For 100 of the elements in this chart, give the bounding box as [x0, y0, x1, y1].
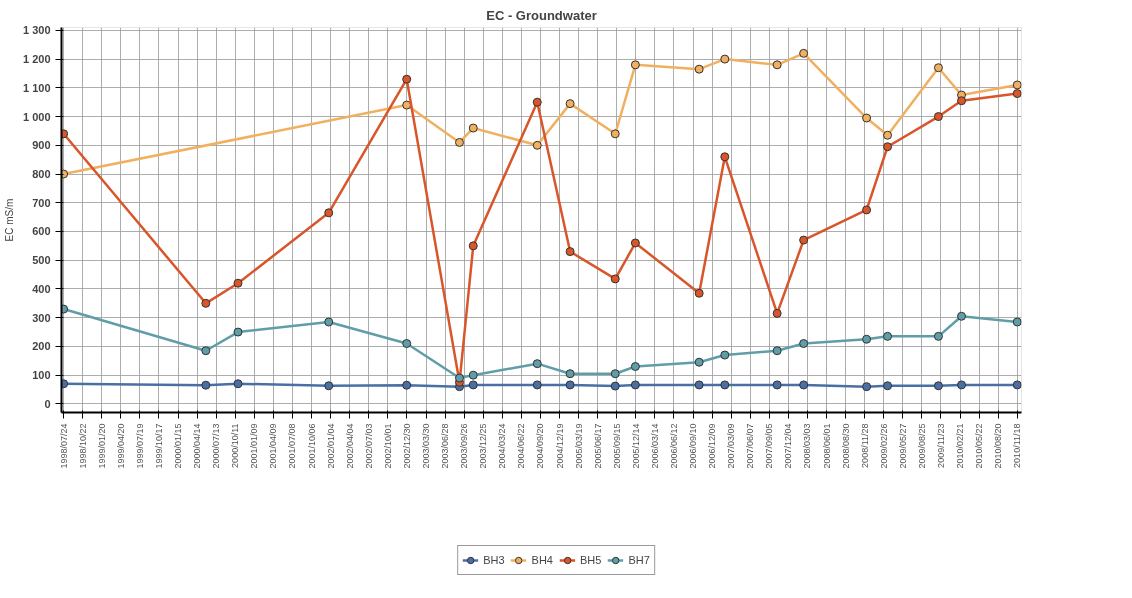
x-tick-label: 2004/06/22 [516, 423, 527, 469]
point [799, 48, 809, 58]
point [862, 113, 872, 123]
point [324, 317, 334, 327]
x-tick-label: 2009/05/27 [897, 423, 908, 469]
point [1012, 317, 1022, 327]
point [694, 380, 704, 390]
y-tick-label: 1 300 [22, 24, 51, 37]
y-tick-label: 800 [32, 168, 51, 181]
x-tick-label: 2006/06/12 [668, 423, 679, 469]
y-tick-label: 300 [32, 311, 51, 324]
y-tick-label: 100 [32, 369, 51, 382]
x-tick-label: 2003/06/28 [440, 423, 451, 469]
point [565, 99, 575, 109]
point [610, 129, 620, 139]
point [630, 60, 640, 70]
x-tick-label: 2007/03/09 [726, 423, 737, 469]
y-tick-label: 1 000 [22, 110, 51, 123]
x-tick-label: 2003/12/25 [478, 423, 489, 469]
point [630, 238, 640, 248]
point [957, 311, 967, 321]
y-tick-label: 900 [32, 139, 51, 152]
x-tick-label: 1999/04/20 [115, 423, 126, 469]
point [402, 380, 412, 390]
x-tick-label: 2009/02/26 [878, 423, 889, 469]
point [720, 54, 730, 64]
x-tick-label: 1998/07/24 [58, 423, 69, 469]
point [862, 382, 872, 392]
x-tick-label: 2000/01/15 [173, 423, 184, 469]
x-tick-label: 2007/09/05 [764, 423, 775, 469]
x-tick-label: 2008/11/28 [859, 423, 870, 468]
point [324, 381, 334, 391]
point [799, 380, 809, 390]
x-tick-label: 2006/09/10 [688, 423, 699, 469]
x-tick-label: 2006/12/09 [707, 423, 718, 469]
point [1012, 80, 1022, 90]
point [883, 142, 893, 152]
point [532, 140, 542, 150]
x-tick-label: 2000/07/13 [211, 423, 222, 469]
point [957, 96, 967, 106]
point [772, 60, 782, 70]
point [772, 380, 782, 390]
point [720, 380, 730, 390]
x-tick-label: 2010/08/20 [993, 423, 1004, 469]
point [933, 112, 943, 122]
point [1012, 89, 1022, 99]
point [201, 346, 211, 356]
x-tick-label: 1999/07/19 [134, 423, 145, 469]
x-tick-label: 2001/01/09 [249, 423, 260, 469]
point [694, 288, 704, 298]
point [324, 208, 334, 218]
x-tick-label: 2002/10/01 [382, 423, 393, 469]
point [454, 137, 464, 147]
point [772, 346, 782, 356]
x-tick-label: 2004/09/20 [535, 423, 546, 469]
y-tick-label: 1 100 [22, 81, 51, 94]
x-tick-label: 2010/05/22 [974, 423, 985, 469]
point [468, 241, 478, 251]
point [233, 379, 243, 389]
point [468, 123, 478, 133]
point [720, 350, 730, 360]
point [933, 381, 943, 391]
point [799, 339, 809, 349]
point [957, 380, 967, 390]
y-tick-label: 200 [32, 340, 51, 353]
x-tick-label: 2001/04/09 [268, 423, 279, 469]
x-tick-label: 2009/11/23 [935, 423, 946, 468]
point [630, 362, 640, 372]
x-tick-label: 2005/12/14 [630, 423, 641, 469]
y-tick-label: 500 [32, 254, 51, 267]
x-tick-label: 2005/09/15 [611, 423, 622, 469]
x-tick-label: 2005/06/17 [592, 423, 603, 469]
point [933, 331, 943, 341]
point [565, 247, 575, 257]
point [862, 334, 872, 344]
x-tick-label: 2000/10/11 [230, 423, 241, 468]
x-tick-label: 2003/03/30 [421, 423, 431, 469]
x-tick-label: 1999/01/20 [96, 423, 107, 469]
x-tick-label: 2001/07/08 [287, 423, 298, 469]
x-tick-label: 2009/08/25 [916, 423, 927, 469]
point [233, 327, 243, 337]
y-tick-label: 700 [32, 196, 51, 209]
point [201, 298, 211, 308]
x-tick-label: 2002/12/30 [401, 423, 412, 469]
point [694, 64, 704, 74]
point [772, 308, 782, 318]
point [883, 381, 893, 391]
point [862, 205, 872, 215]
point [565, 380, 575, 390]
x-tick-label: 2000/04/14 [192, 423, 203, 469]
x-tick-label: 2005/03/19 [573, 423, 584, 469]
x-tick-label: 2007/06/07 [745, 423, 756, 469]
x-tick-label: 1999/10/17 [153, 423, 164, 469]
point [883, 130, 893, 140]
point [720, 152, 730, 162]
point [233, 278, 243, 288]
x-tick-label: 2004/03/24 [497, 423, 508, 469]
point [610, 274, 620, 284]
x-tick-label: 2008/06/01 [821, 423, 832, 469]
point [610, 369, 620, 379]
